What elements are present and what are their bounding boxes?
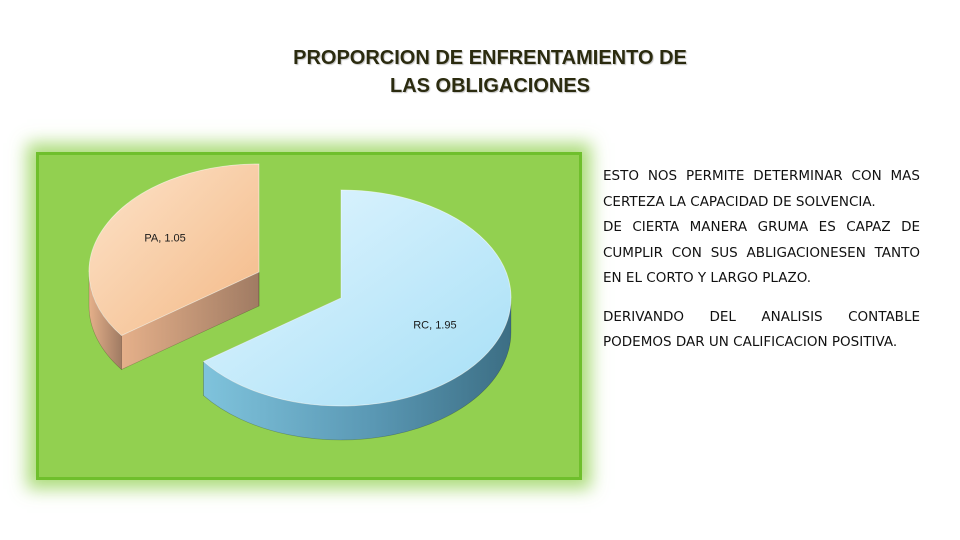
paragraph-1: ESTO NOS PERMITE DETERMINAR CON MAS CERT… — [603, 168, 920, 210]
paragraph-gap — [603, 292, 920, 305]
data-label-pa: PA, 1.05 — [144, 233, 185, 245]
slice-rc: RC, 1.95 — [202, 189, 512, 441]
slice-pa: PA, 1.05 — [88, 163, 260, 371]
explanation-text: ESTO NOS PERMITE DETERMINAR CON MAS CERT… — [603, 164, 920, 356]
data-label-rc: RC, 1.95 — [413, 319, 456, 331]
pie-chart-frame: PA, 1.05 RC, 1.95 — [36, 152, 582, 480]
paragraph-2: DE CIERTA MANERA GRUMA ES CAPAZ DE CUMPL… — [603, 219, 920, 286]
paragraph-3: DERIVANDO DEL ANALISIS CONTABLE PODEMOS … — [603, 308, 920, 351]
title-line-2: LAS OBLIGACIONES — [389, 75, 590, 97]
slice-pa-top — [88, 163, 260, 336]
slice-rc-top — [202, 189, 512, 407]
pie-chart: PA, 1.05 RC, 1.95 — [88, 163, 512, 441]
title-line-1: PROPORCION DE ENFRENTAMIENTO DE — [293, 47, 687, 69]
slide-title: PROPORCION DE ENFRENTAMIENTO DE LAS OBLI… — [180, 44, 800, 100]
